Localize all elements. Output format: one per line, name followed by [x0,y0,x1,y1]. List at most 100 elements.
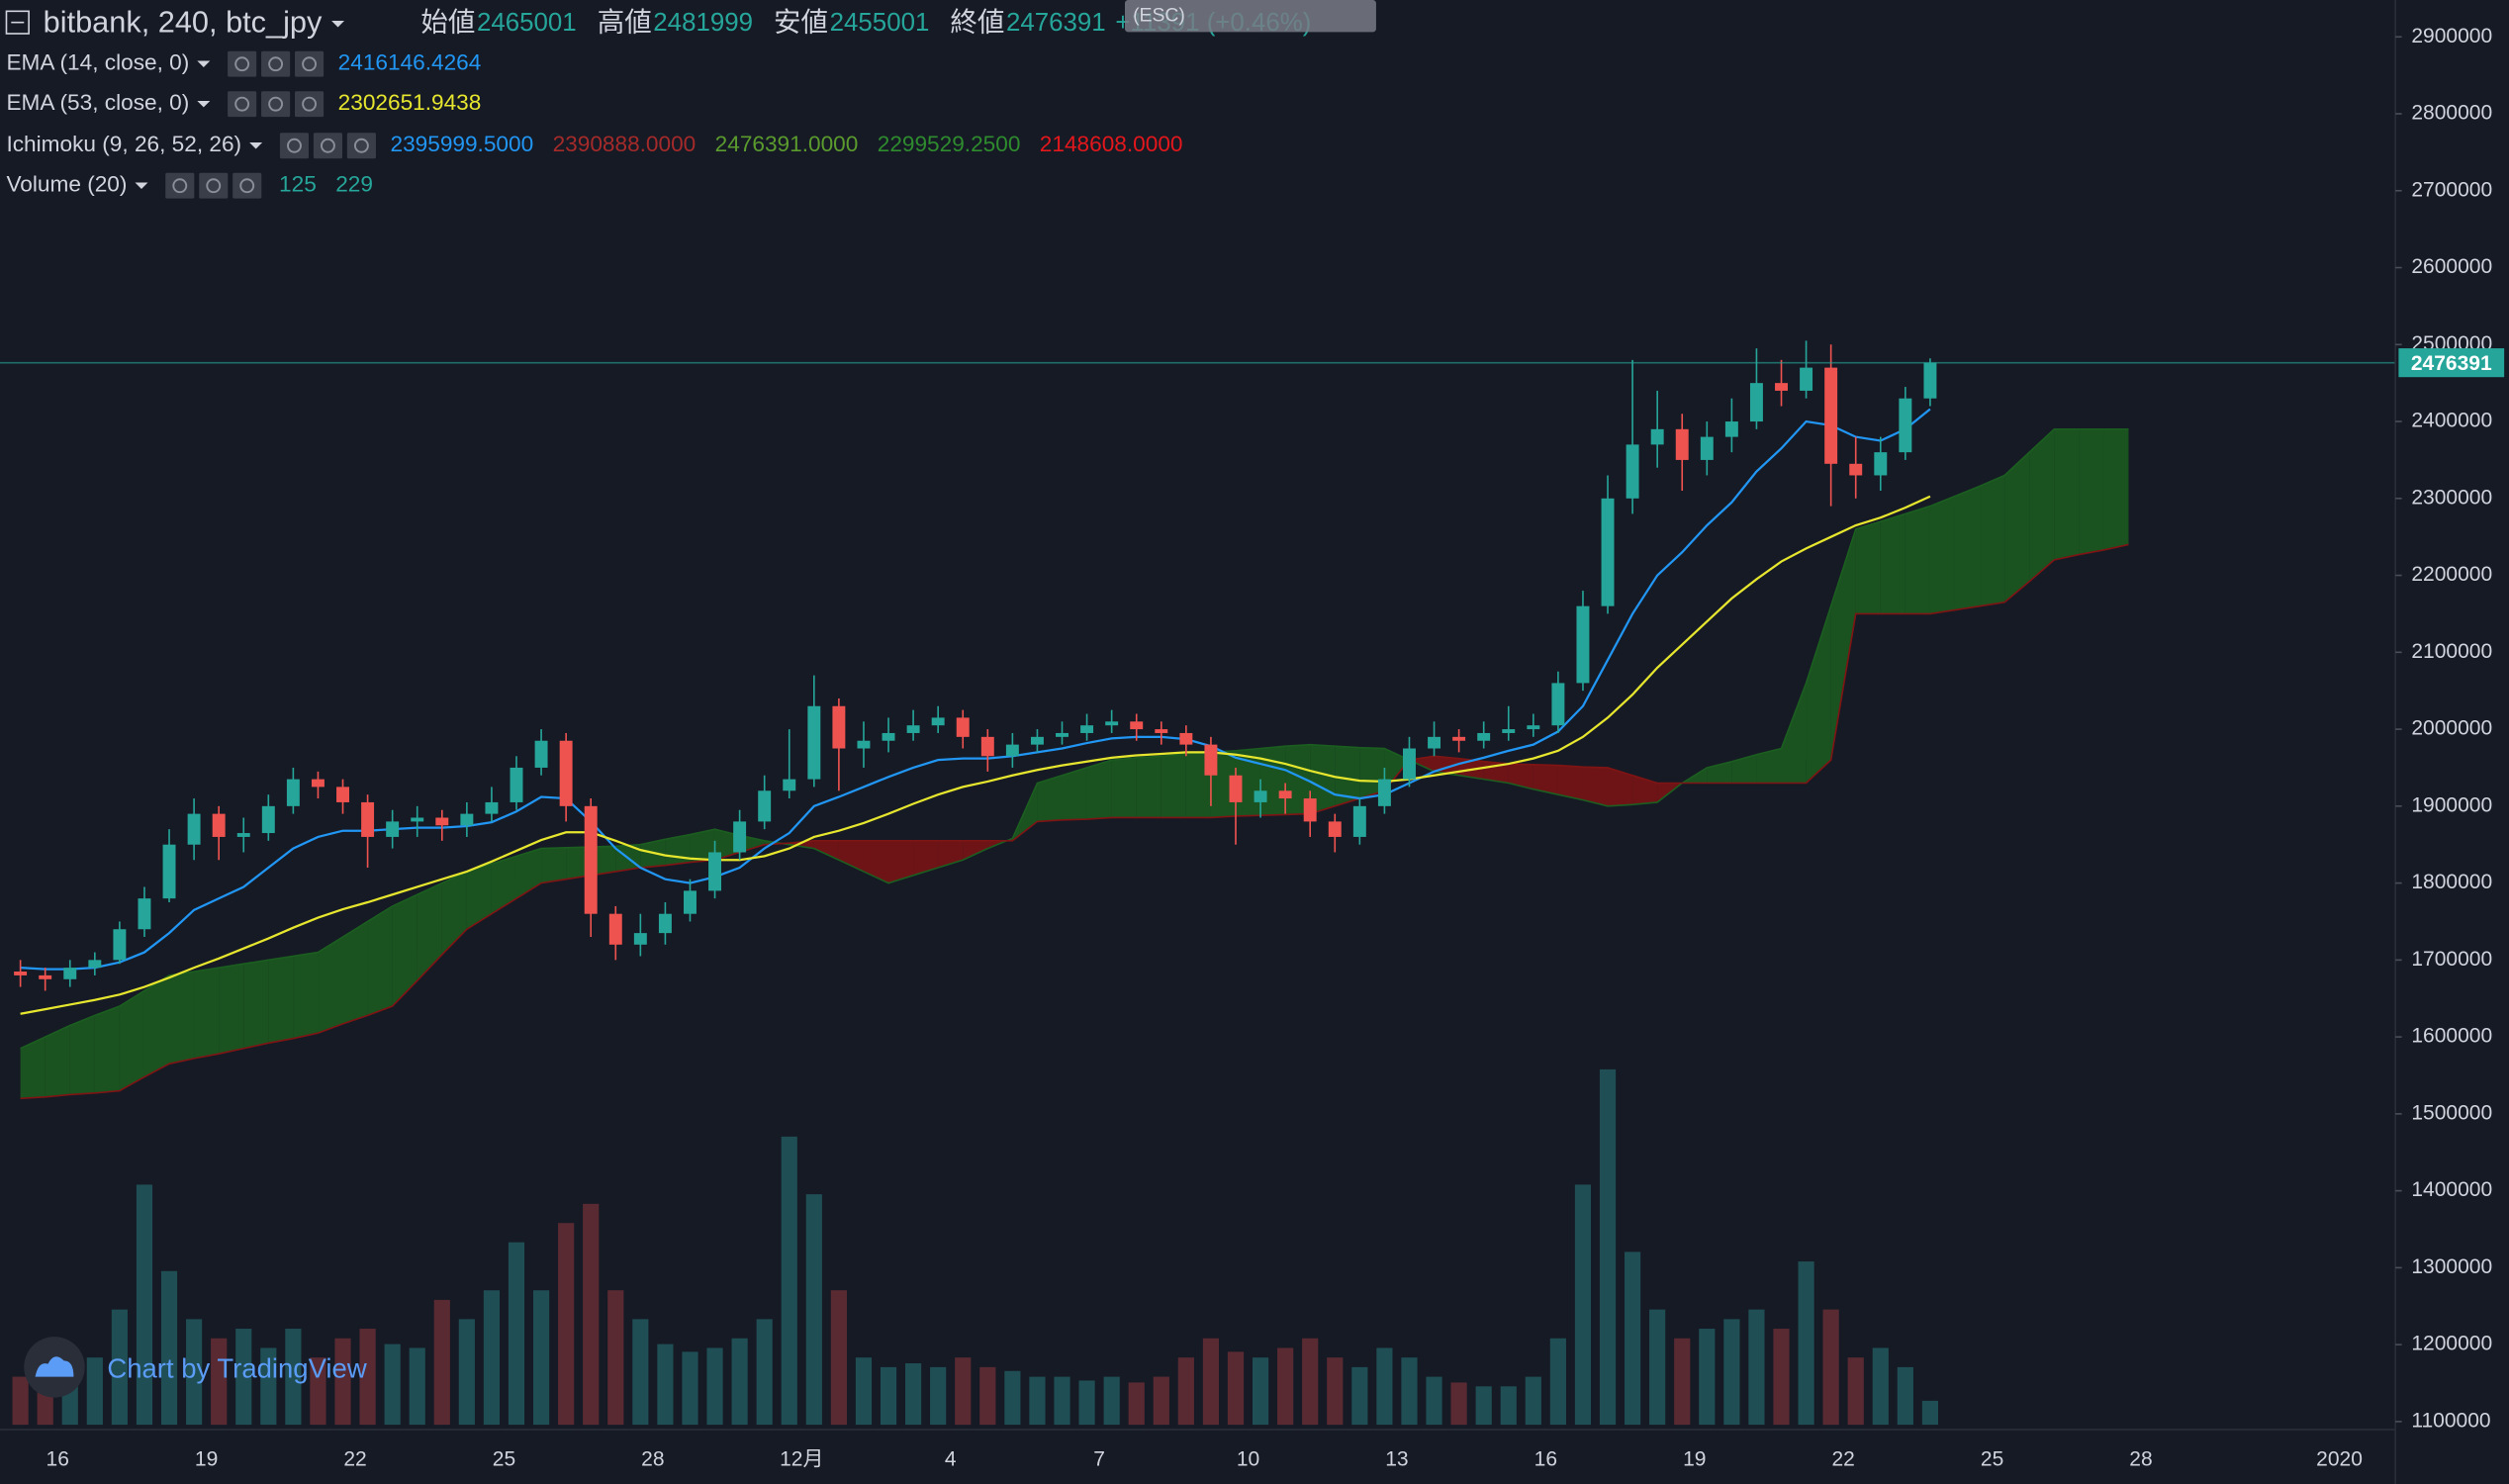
candle-body [584,805,598,914]
volume-bar [1599,1068,1617,1426]
candle-body [684,890,697,914]
volume-bar [682,1351,698,1426]
legend-button[interactable] [232,172,262,199]
volume-bar [1699,1329,1716,1426]
y-tick-label: 2600000 [2411,255,2492,278]
legend-button[interactable] [228,50,257,77]
candle-body [633,933,647,945]
volume-bar [260,1347,277,1426]
cloud-segment [2054,428,2080,561]
volume-bar [359,1329,376,1426]
y-tick-label: 1500000 [2411,1101,2492,1124]
candle-body [460,813,474,826]
candle-body [187,813,201,845]
indicator-readout: 2148608.0000 [1040,132,1183,156]
dropdown-caret[interactable] [331,21,345,28]
dropdown-caret[interactable] [135,182,148,189]
legend-button[interactable] [228,91,257,118]
legend-button[interactable] [165,172,195,199]
legend-button[interactable] [199,172,229,199]
candle-body [162,844,176,899]
indicator-readout: 2390888.0000 [553,132,697,156]
legend-icon [234,96,250,112]
dropdown-caret[interactable] [249,142,263,149]
collapse-box[interactable] [5,10,30,35]
span-a-line [20,428,2129,1050]
cloud-segment [1037,775,1063,822]
cloud-segment [1086,760,1112,820]
legend-button[interactable] [295,91,325,118]
cloud-segment [491,856,516,914]
indicator-readout: 229 [335,172,373,197]
cloud-segment [1756,748,1782,784]
y-tick-label: 2700000 [2411,178,2492,201]
cloud-segment [1855,521,1881,614]
volume-bar [1723,1319,1740,1426]
candle-body [1849,463,1863,476]
volume-bar [211,1338,228,1426]
candle-body [1576,605,1590,684]
cloud-segment [888,840,914,883]
volume-bar [458,1319,475,1426]
x-tick-label: 16 [1534,1447,1557,1470]
x-tick-label: 28 [641,1447,664,1470]
x-tick-label: 10 [1237,1447,1259,1470]
legend-icon [287,138,302,153]
legend-icon [239,178,255,194]
candle-body [286,779,300,806]
y-tick-label: 2900000 [2411,25,2492,47]
cloud-segment [1929,496,1955,614]
dropdown-caret[interactable] [197,60,211,67]
cloud-segment [1062,767,1087,820]
ohlc-label: 始値 [420,7,475,38]
volume-bar [1302,1338,1319,1426]
esc-hint-box[interactable] [1124,0,1376,33]
volume-bar [1078,1380,1095,1426]
volume-bar [483,1290,501,1426]
candle-body [1874,452,1888,476]
volume-bar [1029,1376,1046,1426]
indicator-name: EMA (14, close, 0) [6,50,189,75]
x-tick-label: 7 [1093,1447,1105,1470]
cloud-segment [1260,746,1286,816]
dropdown-caret[interactable] [197,100,211,108]
cloud-segment [813,840,839,861]
legend-button[interactable] [261,50,291,77]
volume-bar [1748,1309,1765,1426]
volume-bar [1872,1347,1889,1426]
volume-bar [1773,1329,1790,1426]
volume-bar [160,1270,178,1426]
indicator-name: EMA (53, close, 0) [6,90,189,115]
candle-body [1626,444,1639,499]
candle-body [1278,790,1292,799]
x-tick-label: 19 [1683,1447,1706,1470]
volume-bar [1252,1357,1269,1426]
candle-body [980,736,994,757]
volume-bar [657,1344,674,1426]
legend-button[interactable] [261,91,291,118]
cloud-segment [1954,486,1981,610]
candle-body [1452,736,1466,741]
legend-button[interactable] [346,133,376,159]
x-tick-label: 2020 [2316,1447,2363,1470]
volume-bar [1574,1184,1592,1426]
candle-body [1377,779,1391,806]
cloud-segment [293,952,319,1039]
y-tick-label: 2300000 [2411,486,2492,509]
cloud-segment [863,840,889,883]
volume-bar [1327,1357,1344,1426]
y-tick-label: 1900000 [2411,793,2492,816]
cloud-segment [45,1025,70,1097]
candle-body [559,740,573,806]
legend-button[interactable] [313,133,342,159]
legend-button[interactable] [295,50,325,77]
cloud-segment [515,848,542,899]
candle-body [733,821,747,853]
volume-bar [310,1357,326,1426]
volume-bar [1401,1357,1418,1426]
legend-button[interactable] [279,133,310,159]
candle-body [510,767,523,802]
volume-bar [1549,1338,1566,1426]
ohlc-value: 2476391 [1006,9,1106,37]
volume-bar [86,1357,103,1426]
